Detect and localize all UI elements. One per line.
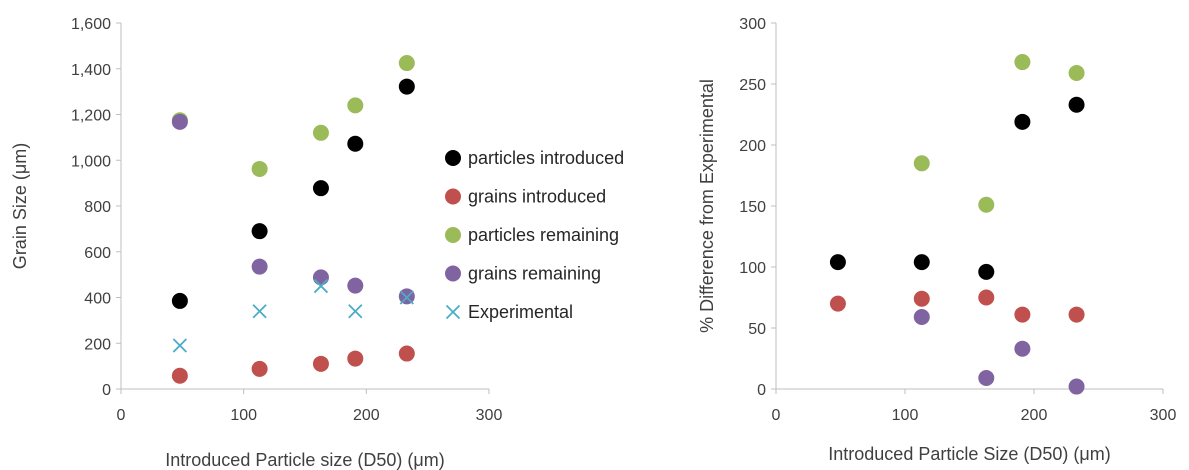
y-tick-label: 250: [739, 77, 766, 94]
data-point: [399, 290, 414, 305]
x-axis-label: Introduced Particle size (D50) (μm): [165, 450, 444, 470]
data-point: [347, 135, 364, 152]
data-point: [1068, 65, 1085, 82]
data-point: [171, 367, 188, 384]
data-point: [312, 124, 329, 141]
y-tick-label: 600: [84, 245, 111, 262]
data-point: [1014, 340, 1031, 357]
data-point: [312, 180, 329, 197]
data-point: [251, 223, 268, 240]
legend-label: particles remaining: [468, 225, 619, 245]
y-tick-label: 0: [757, 382, 766, 399]
data-point: [251, 258, 268, 275]
legend: particles introduced grains introduced par…: [445, 148, 624, 322]
data-point: [1014, 54, 1031, 71]
y-tick-label: 300: [739, 16, 766, 33]
legend-label: particles introduced: [468, 148, 624, 168]
data-point: [1014, 113, 1031, 130]
y-tick-label: 200: [84, 336, 111, 353]
data-point: [978, 289, 995, 306]
legend-marker: [445, 150, 461, 166]
y-tick-label: 200: [739, 138, 766, 155]
data-point: [913, 155, 930, 172]
data-point: [251, 360, 268, 377]
data-point: [913, 309, 930, 326]
y-tick-label: 100: [739, 260, 766, 277]
series-1: [171, 345, 415, 384]
y-tick-label: 1,200: [71, 108, 111, 125]
series-2: [171, 55, 415, 177]
series-3: [171, 113, 415, 305]
data-point: [252, 304, 267, 319]
legend-label: grains introduced: [468, 187, 606, 207]
x-tick-label: 100: [230, 407, 257, 424]
data-point: [347, 277, 364, 294]
y-axis-label: Grain Size (μm): [10, 143, 30, 269]
data-point: [398, 78, 415, 95]
chart-grain-size: 0 200 400 600 800 1,000 1,200 1,400 1,600 0 100 200…: [10, 16, 624, 470]
series-4: [172, 278, 414, 353]
x-axis-label: Introduced Particle Size (D50) (μm): [828, 444, 1110, 464]
series-1: [829, 289, 1085, 323]
data-point: [171, 113, 188, 130]
y-tick-label: 1,600: [71, 16, 111, 33]
data-point: [978, 263, 995, 280]
x-tick-label: 0: [117, 407, 126, 424]
series-0: [171, 78, 415, 309]
data-point: [829, 295, 846, 312]
legend-label: grains remaining: [468, 264, 601, 284]
chart-percent-difference: 0 50 100 150 200 250 300 0 100 200 300 Introduced P…: [697, 16, 1176, 464]
x-tick-label: 300: [1150, 407, 1177, 424]
y-tick-label: 400: [84, 291, 111, 308]
data-point: [1068, 306, 1085, 323]
data-point: [172, 338, 188, 353]
data-point: [829, 254, 846, 271]
series-0: [829, 96, 1085, 280]
legend-marker: [445, 188, 461, 205]
data-point: [913, 254, 930, 271]
x-tick-label: 0: [772, 407, 781, 424]
data-point: [171, 292, 188, 309]
data-point: [312, 355, 329, 372]
data-point: [913, 290, 930, 307]
data-point: [347, 350, 364, 367]
data-point: [978, 196, 995, 213]
y-tick-label: 1,400: [71, 62, 111, 79]
data-point: [398, 345, 415, 362]
data-point: [347, 97, 364, 114]
y-tick-label: 50: [748, 321, 766, 338]
legend-marker: [445, 227, 461, 243]
data-point: [1068, 96, 1085, 113]
x-tick-label: 200: [353, 407, 380, 424]
legend-marker: [445, 304, 461, 320]
data-point: [1014, 306, 1031, 323]
legend-label: Experimental: [468, 302, 573, 322]
data-point: [398, 55, 415, 72]
y-tick-label: 0: [102, 382, 111, 399]
data-point: [1068, 378, 1085, 395]
data-point: [348, 304, 363, 319]
y-tick-label: 1,000: [71, 153, 111, 170]
series-2: [913, 54, 1085, 213]
y-axis-label: % Difference from Experimental: [697, 79, 717, 333]
x-tick-label: 200: [1021, 407, 1048, 424]
series-3: [913, 309, 1085, 395]
data-point: [251, 160, 268, 177]
legend-marker: [445, 265, 461, 282]
data-point: [978, 370, 995, 387]
x-tick-label: 100: [892, 407, 919, 424]
y-tick-label: 800: [84, 199, 111, 216]
data-point: [313, 278, 329, 294]
x-tick-label: 300: [476, 407, 503, 424]
data-point: [312, 269, 329, 286]
y-tick-label: 150: [739, 199, 766, 216]
